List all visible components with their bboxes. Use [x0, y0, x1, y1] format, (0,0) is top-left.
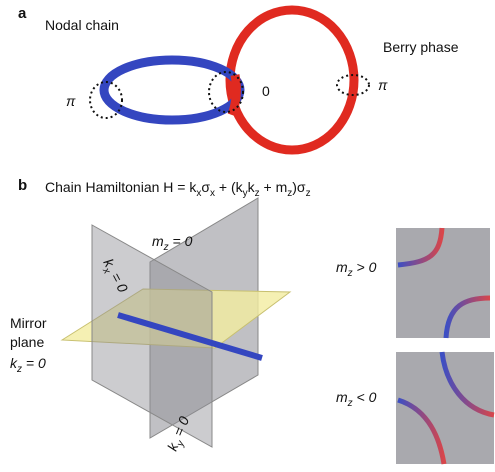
- label: Mirror: [10, 315, 47, 331]
- red-ring-front: [232, 75, 236, 115]
- berry-label: Berry phase: [383, 39, 459, 55]
- text-part: < 0: [353, 389, 377, 405]
- panel-plane: [396, 228, 490, 338]
- label: kz = 0: [10, 355, 46, 375]
- text-part: Chain Hamiltonian H = k: [45, 179, 197, 195]
- panel-letter: a: [18, 5, 27, 22]
- phase-label: π: [378, 77, 388, 93]
- text-part: = 0: [169, 233, 193, 249]
- phase-label: π: [66, 93, 76, 109]
- text-part: m: [336, 389, 348, 405]
- text-part: σ: [201, 179, 210, 195]
- text-part: m: [336, 259, 348, 275]
- text-part: )σ: [292, 179, 306, 195]
- text-part: > 0: [353, 259, 377, 275]
- label: mz > 0: [336, 259, 377, 279]
- red-ring: [230, 10, 354, 150]
- text-part: m: [152, 233, 164, 249]
- phase-label: 0: [262, 83, 270, 99]
- panel-title: Nodal chain: [45, 17, 119, 33]
- hamiltonian: Chain Hamiltonian H = kxσx + (kykz + mz)…: [45, 179, 311, 199]
- label: mz < 0: [336, 389, 377, 409]
- text-part: = 0: [22, 355, 46, 371]
- text-part: + m: [260, 179, 288, 195]
- figure: a Nodal chain Berry phase π 0 π b Chain …: [0, 0, 495, 472]
- panel-letter: b: [18, 177, 27, 194]
- text-part: + (k: [215, 179, 244, 195]
- label: plane: [10, 334, 44, 350]
- subscript: z: [306, 188, 311, 199]
